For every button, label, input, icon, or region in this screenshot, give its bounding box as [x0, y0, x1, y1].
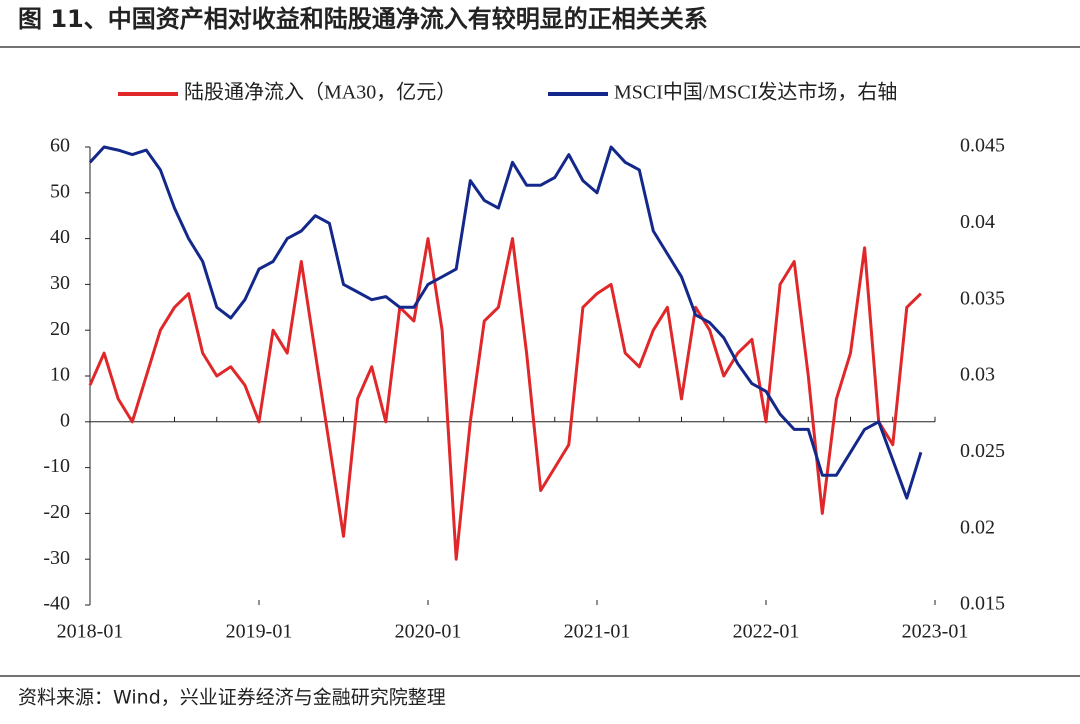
source: 资料来源：Wind，兴业证券经济与金融研究院整理 [18, 687, 446, 709]
x-tick-label: 2018-01 [57, 621, 124, 643]
series-line [88, 145, 923, 500]
series-line [88, 237, 922, 561]
y2-tick-label: 0.025 [960, 440, 1005, 462]
y-tick-label: 50 [50, 180, 70, 202]
y2-tick-label: 0.04 [960, 211, 995, 233]
x-tick-label: 2019-01 [226, 621, 293, 643]
chart-title: 图 11、中国资产相对收益和陆股通净流入有较明显的正相关关系 [18, 5, 708, 33]
x-tick-label: 2023-01 [902, 621, 969, 643]
x-tick-label: 2022-01 [733, 621, 800, 643]
y-tick-label: 20 [50, 318, 70, 340]
x-tick-label: 2021-01 [564, 621, 631, 643]
y2-tick-label: 0.045 [960, 135, 1005, 157]
y2-tick-label: 0.015 [960, 593, 1005, 615]
y2-tick-label: 0.035 [960, 287, 1005, 309]
x-tick-label: 2020-01 [395, 621, 462, 643]
y-tick-label: -10 [43, 455, 70, 477]
y-tick-label: -20 [43, 501, 70, 523]
legend-label: MSCI中国/MSCI发达市场，右轴 [614, 81, 897, 104]
y-tick-label: -40 [43, 593, 70, 615]
y-tick-label: 0 [60, 409, 70, 431]
y2-tick-label: 0.02 [960, 516, 995, 538]
y2-tick-label: 0.03 [960, 364, 995, 386]
y-tick-label: 40 [50, 226, 70, 248]
legend-label: 陆股通净流入（MA30，亿元） [184, 81, 456, 104]
y-tick-label: 30 [50, 272, 70, 294]
y-tick-label: 10 [50, 364, 70, 386]
y-tick-label: 60 [50, 135, 70, 157]
y-tick-label: -30 [43, 547, 70, 569]
